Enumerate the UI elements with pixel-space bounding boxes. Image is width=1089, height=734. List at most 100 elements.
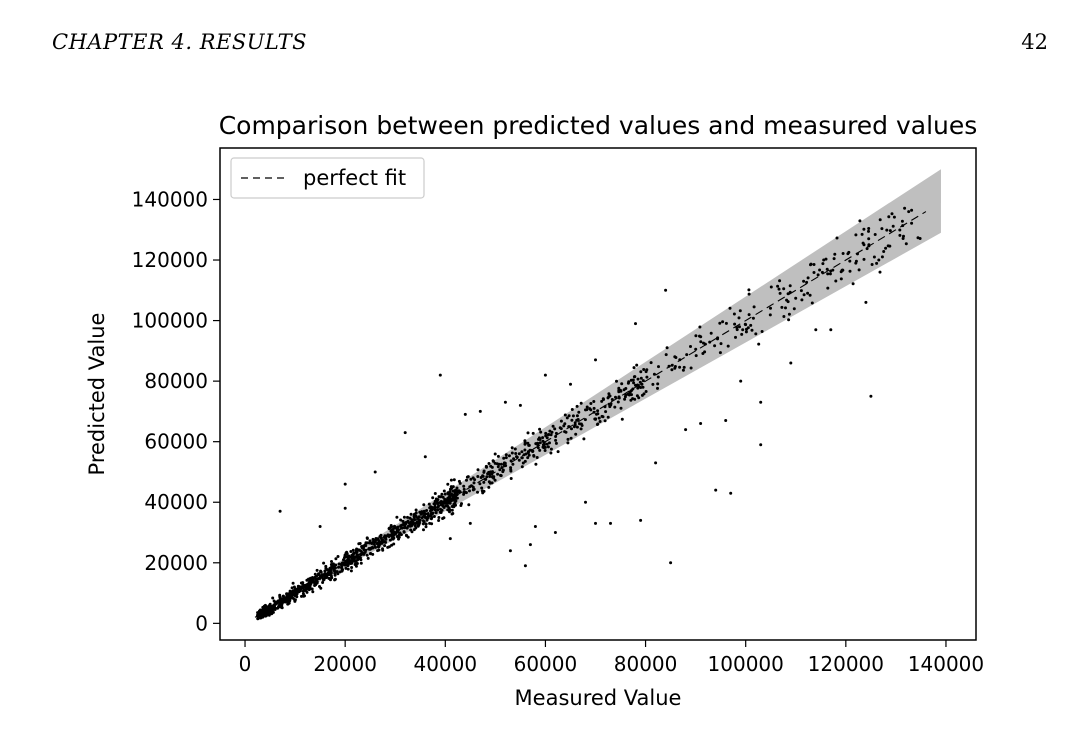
data-point bbox=[345, 550, 349, 554]
data-point bbox=[280, 606, 284, 610]
data-point bbox=[606, 396, 610, 400]
data-point bbox=[311, 590, 315, 594]
data-point bbox=[449, 487, 452, 491]
data-point bbox=[828, 272, 832, 276]
y-tick-label: 40000 bbox=[144, 490, 208, 514]
data-point bbox=[776, 284, 780, 288]
data-point bbox=[543, 373, 547, 377]
data-point bbox=[333, 569, 337, 573]
data-point bbox=[327, 568, 331, 572]
data-point bbox=[645, 368, 649, 372]
data-point bbox=[493, 478, 497, 482]
data-point bbox=[862, 257, 866, 261]
data-point bbox=[566, 441, 570, 445]
data-point bbox=[608, 405, 612, 409]
data-point bbox=[528, 543, 532, 547]
data-point bbox=[575, 414, 579, 418]
data-point bbox=[834, 279, 838, 283]
data-point bbox=[370, 541, 374, 545]
data-point bbox=[553, 531, 557, 534]
data-point bbox=[467, 503, 471, 507]
data-point bbox=[619, 406, 623, 410]
data-point bbox=[430, 508, 434, 512]
data-point bbox=[413, 524, 417, 528]
data-point bbox=[626, 392, 630, 396]
data-point bbox=[295, 592, 299, 596]
data-point bbox=[812, 263, 816, 266]
data-point bbox=[724, 321, 728, 325]
data-point bbox=[595, 423, 599, 426]
data-point bbox=[639, 518, 643, 522]
data-point bbox=[857, 268, 861, 272]
data-point bbox=[412, 528, 416, 532]
data-point bbox=[910, 221, 914, 225]
data-point bbox=[634, 322, 637, 326]
data-point bbox=[423, 515, 427, 519]
data-point bbox=[780, 305, 784, 309]
y-tick-label: 60000 bbox=[144, 430, 208, 454]
data-point bbox=[373, 470, 377, 474]
y-tick-label: 120000 bbox=[132, 248, 208, 272]
data-point bbox=[390, 543, 394, 547]
data-point bbox=[487, 485, 491, 489]
data-point bbox=[734, 335, 737, 339]
data-point bbox=[520, 450, 524, 454]
data-point bbox=[336, 572, 340, 576]
data-point bbox=[620, 382, 624, 386]
data-point bbox=[569, 382, 572, 386]
data-point bbox=[549, 433, 553, 437]
data-point bbox=[860, 232, 864, 236]
x-axis: 0 20000 40000 60000 80000 100000 120000 140000 bbox=[239, 640, 984, 676]
data-point bbox=[588, 407, 592, 411]
data-point bbox=[393, 524, 396, 528]
data-point bbox=[395, 535, 399, 538]
data-point bbox=[468, 489, 471, 493]
data-point bbox=[769, 285, 773, 289]
data-point bbox=[493, 461, 497, 465]
data-point bbox=[835, 236, 839, 240]
data-point bbox=[446, 504, 449, 508]
data-point bbox=[656, 375, 660, 379]
data-point bbox=[478, 409, 482, 413]
data-point bbox=[759, 443, 763, 447]
data-point bbox=[421, 522, 425, 526]
data-point bbox=[355, 548, 359, 552]
x-tick-label: 0 bbox=[239, 652, 252, 676]
data-point bbox=[614, 395, 617, 399]
data-point bbox=[681, 368, 685, 372]
data-point bbox=[508, 549, 512, 553]
data-point bbox=[423, 455, 427, 459]
data-point bbox=[740, 332, 744, 336]
data-point bbox=[366, 556, 370, 560]
data-point bbox=[499, 473, 502, 477]
data-point bbox=[343, 563, 347, 567]
data-point bbox=[585, 405, 589, 409]
data-point bbox=[399, 518, 403, 522]
data-point bbox=[267, 613, 271, 617]
data-point bbox=[513, 447, 517, 451]
data-point bbox=[514, 452, 518, 455]
data-point bbox=[437, 516, 441, 519]
data-point bbox=[545, 436, 549, 440]
data-point bbox=[865, 247, 869, 251]
data-point bbox=[302, 588, 306, 592]
data-point bbox=[782, 287, 786, 291]
data-point bbox=[476, 490, 479, 494]
data-point bbox=[349, 569, 353, 573]
legend: perfect fit bbox=[230, 157, 425, 199]
data-point bbox=[287, 593, 290, 597]
data-point bbox=[816, 273, 820, 277]
page-number: 42 bbox=[1021, 30, 1048, 54]
data-point bbox=[708, 340, 712, 344]
data-point bbox=[507, 454, 511, 458]
data-point bbox=[839, 277, 843, 281]
data-point bbox=[365, 553, 369, 557]
data-point bbox=[728, 306, 732, 310]
data-point bbox=[496, 472, 500, 476]
data-point bbox=[582, 437, 586, 441]
data-point bbox=[430, 516, 434, 519]
data-point bbox=[432, 515, 436, 518]
data-point bbox=[364, 541, 368, 545]
data-point bbox=[892, 215, 896, 219]
data-point bbox=[434, 497, 438, 501]
